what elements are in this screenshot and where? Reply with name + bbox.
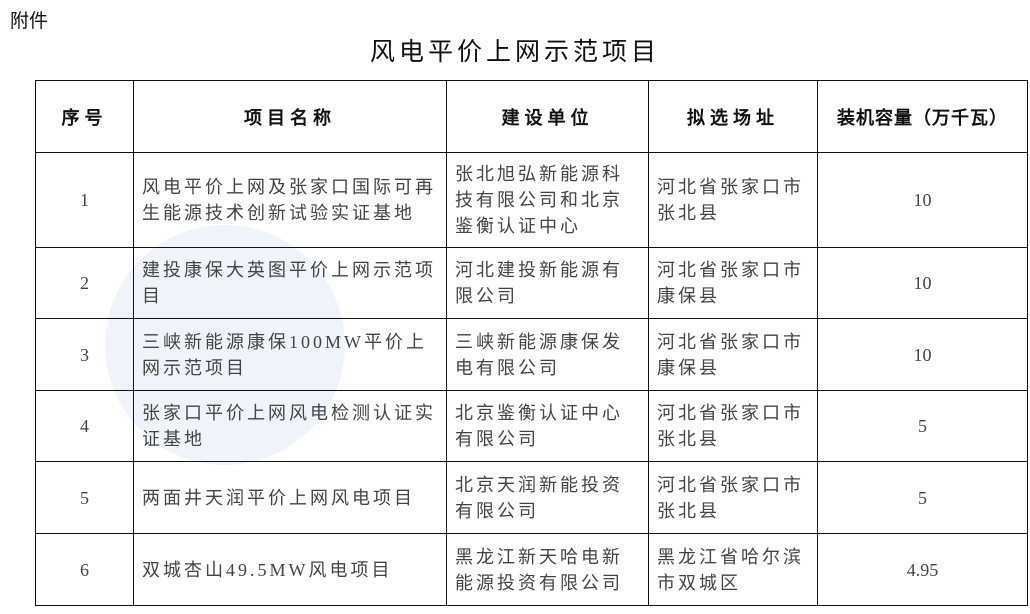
- construction-unit: 北京天润新能投资有限公司: [446, 461, 649, 534]
- project-site: 河北省张家口市张北县: [648, 390, 818, 462]
- project-name: 张家口平价上网风电检测认证实证基地: [133, 390, 447, 462]
- project-site: 河北省张家口市康保县: [648, 318, 818, 391]
- capacity: 5: [817, 390, 1028, 462]
- table-row: 1 风电平价上网及张家口国际可再生能源技术创新试验实证基地 张北旭弘新能源科技有限公…: [35, 152, 1028, 248]
- table-row: 2 建投康保大英图平价上网示范项目 河北建投新能源有限公司 河北省张家口市康保县 10: [35, 247, 1028, 319]
- table-row: 4 张家口平价上网风电检测认证实证基地 北京鉴衡认证中心有限公司 河北省张家口市张北县…: [35, 390, 1028, 462]
- header-name: 项目名称: [133, 80, 447, 153]
- table-row: 6 双城杏山49.5MW风电项目 黑龙江新天哈电新能源投资有限公司 黑龙江省哈尔滨市双…: [35, 533, 1028, 606]
- project-name: 两面井天润平价上网风电项目: [133, 461, 447, 534]
- capacity: 5: [817, 461, 1028, 534]
- construction-unit: 三峡新能源康保发电有限公司: [446, 318, 649, 391]
- projects-table: 序号 项目名称 建设单位 拟选场址 装机容量（万千瓦） 1 风电平价上网及张家口国…: [35, 80, 1028, 606]
- row-number: 5: [35, 461, 134, 534]
- project-name: 风电平价上网及张家口国际可再生能源技术创新试验实证基地: [133, 152, 447, 248]
- row-number: 3: [35, 318, 134, 391]
- document-title: 风电平价上网示范项目: [369, 39, 660, 66]
- header-site: 拟选场址: [648, 80, 818, 153]
- capacity: 10: [817, 152, 1028, 248]
- project-name: 建投康保大英图平价上网示范项目: [133, 247, 447, 319]
- table-row: 5 两面井天润平价上网风电项目 北京天润新能投资有限公司 河北省张家口市张北县 5: [35, 461, 1028, 534]
- project-site: 河北省张家口市张北县: [648, 152, 818, 248]
- table-row: 3 三峡新能源康保100MW平价上网示范项目 三峡新能源康保发电有限公司 河北省张家口…: [35, 318, 1028, 391]
- attachment-label: 附件: [10, 11, 49, 32]
- header-unit: 建设单位: [446, 80, 649, 153]
- row-number: 4: [35, 390, 134, 462]
- row-number: 2: [35, 247, 134, 319]
- capacity: 10: [817, 318, 1028, 391]
- header-capacity: 装机容量（万千瓦）: [817, 80, 1028, 153]
- project-site: 黑龙江省哈尔滨市双城区: [648, 533, 818, 606]
- row-number: 1: [35, 152, 134, 248]
- table-header-row: 序号 项目名称 建设单位 拟选场址 装机容量（万千瓦）: [35, 80, 1028, 153]
- project-name: 双城杏山49.5MW风电项目: [133, 533, 447, 606]
- construction-unit: 张北旭弘新能源科技有限公司和北京鉴衡认证中心: [446, 152, 649, 248]
- construction-unit: 黑龙江新天哈电新能源投资有限公司: [446, 533, 649, 606]
- project-name: 三峡新能源康保100MW平价上网示范项目: [133, 318, 447, 391]
- row-number: 6: [35, 533, 134, 606]
- header-no: 序号: [35, 80, 134, 153]
- construction-unit: 北京鉴衡认证中心有限公司: [446, 390, 649, 462]
- capacity: 4.95: [817, 533, 1028, 606]
- construction-unit: 河北建投新能源有限公司: [446, 247, 649, 319]
- project-site: 河北省张家口市张北县: [648, 461, 818, 534]
- project-site: 河北省张家口市康保县: [648, 247, 818, 319]
- capacity: 10: [817, 247, 1028, 319]
